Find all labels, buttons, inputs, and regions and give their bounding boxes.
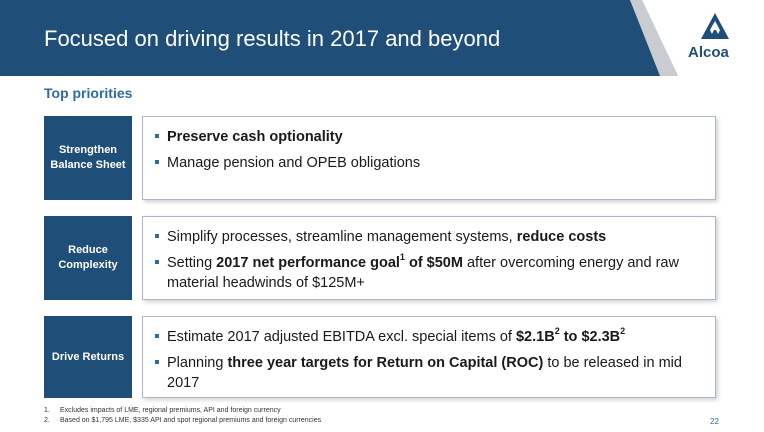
logo: Alcoa [630, 0, 764, 76]
bullet-square-icon [155, 334, 159, 338]
bullet-square-icon [155, 160, 159, 164]
bullet-item: Planning three year targets for Return o… [155, 353, 703, 393]
bullet-item: Setting 2017 net performance goal1 of $5… [155, 253, 703, 293]
bullet-item: Estimate 2017 adjusted EBITDA excl. spec… [155, 327, 703, 347]
bullet-square-icon [155, 234, 159, 238]
priority-content-box: Simplify processes, streamline managemen… [142, 216, 716, 300]
logo-background [630, 0, 764, 76]
bullet-item: Simplify processes, streamline managemen… [155, 227, 703, 247]
priority-label: Drive Returns [44, 316, 132, 398]
footnote: 2. Based on $1,795 LME, $335 API and spot… [44, 417, 322, 424]
bullet-square-icon [155, 360, 159, 364]
footnotes: 1. Excludes impacts of LME, regional prem… [44, 406, 321, 426]
page-number: 22 [710, 417, 719, 426]
priority-content-box: Estimate 2017 adjusted EBITDA excl. spec… [142, 316, 716, 398]
bullet-item: Preserve cash optionality [155, 127, 703, 147]
logo-text: Alcoa [688, 44, 729, 61]
bullet-item: Manage pension and OPEB obligations [155, 153, 703, 173]
header-bar: Focused on driving results in 2017 and b… [0, 0, 764, 76]
section-title: Top priorities [44, 85, 133, 101]
bullet-square-icon [155, 134, 159, 138]
bullet-square-icon [155, 260, 159, 264]
priority-label: Strengthen Balance Sheet [44, 116, 132, 200]
slide-title: Focused on driving results in 2017 and b… [44, 26, 501, 51]
priority-label: Reduce Complexity [44, 216, 132, 300]
priority-content-box: Preserve cash optionality Manage pension … [142, 116, 716, 200]
footnote: 1. Excludes impacts of LME, regional prem… [44, 407, 281, 414]
alcoa-triangle-icon [701, 13, 729, 39]
